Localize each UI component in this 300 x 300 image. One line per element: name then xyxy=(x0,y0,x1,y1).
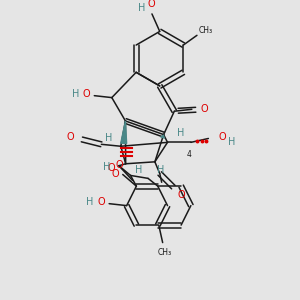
Text: H: H xyxy=(103,162,111,172)
Text: H: H xyxy=(228,137,236,147)
Text: O: O xyxy=(83,89,90,99)
Text: O: O xyxy=(201,104,208,114)
Text: H: H xyxy=(86,197,93,207)
Text: H: H xyxy=(157,165,164,175)
Text: O: O xyxy=(66,131,74,142)
Text: O: O xyxy=(111,169,119,178)
Text: O: O xyxy=(177,190,185,200)
Text: CH₃: CH₃ xyxy=(199,26,213,35)
Text: H: H xyxy=(72,89,80,99)
Text: H: H xyxy=(105,134,113,143)
Text: H: H xyxy=(138,3,145,13)
Text: O: O xyxy=(218,133,226,142)
Text: 4: 4 xyxy=(187,149,191,158)
Text: O: O xyxy=(115,160,123,170)
Polygon shape xyxy=(121,121,127,144)
Text: CH₃: CH₃ xyxy=(158,248,172,257)
Text: H: H xyxy=(135,165,142,175)
Text: O: O xyxy=(147,0,155,9)
Text: H: H xyxy=(178,128,185,138)
Text: O: O xyxy=(107,163,115,173)
Text: O: O xyxy=(98,197,105,207)
